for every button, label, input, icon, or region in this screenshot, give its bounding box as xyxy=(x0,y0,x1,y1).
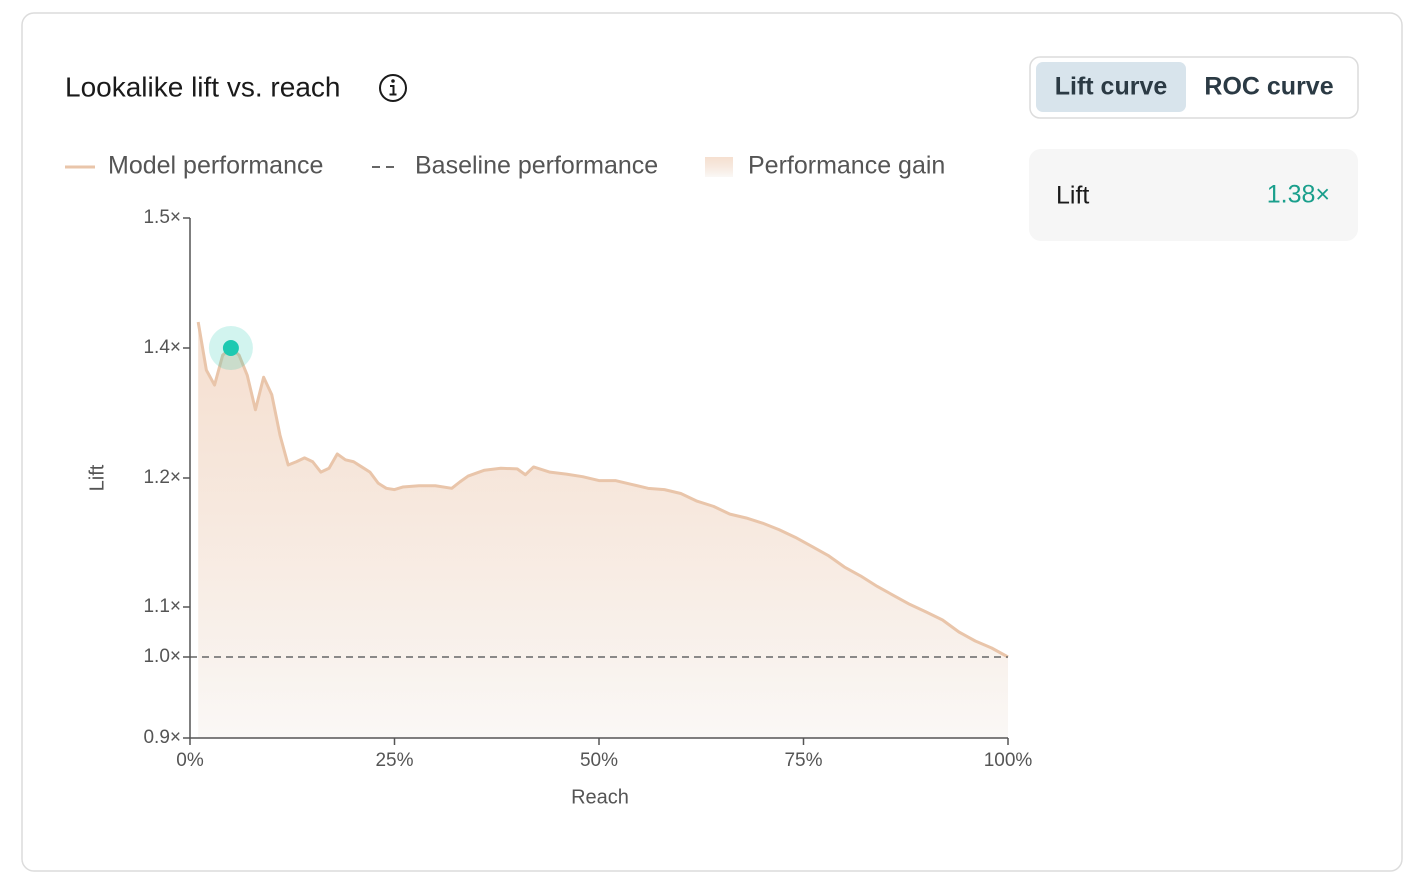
x-tick-label: 25% xyxy=(375,750,413,771)
y-tick-label: 1.5× xyxy=(143,207,181,228)
stat-value: 1.38× xyxy=(1267,181,1330,209)
legend-label: Performance gain xyxy=(748,152,945,180)
y-tick-label: 1.1× xyxy=(143,596,181,617)
y-axis-title: Lift xyxy=(86,464,108,491)
legend-label: Baseline performance xyxy=(415,152,658,180)
x-tick-label: 0% xyxy=(176,750,204,771)
y-tick-label: 1.0× xyxy=(143,646,181,667)
performance-gain-area xyxy=(198,322,1008,738)
legend-label: Model performance xyxy=(108,152,323,180)
stat-label: Lift xyxy=(1056,182,1089,210)
legend-swatch xyxy=(705,157,733,177)
y-tick-label: 0.9× xyxy=(143,727,181,748)
y-tick-label: 1.4× xyxy=(143,337,181,358)
highlight-point xyxy=(222,340,239,356)
tab-active-bg xyxy=(1036,62,1186,112)
stat-box xyxy=(1029,149,1358,241)
tab[interactable]: ROC curve xyxy=(1204,73,1333,101)
x-tick-label: 50% xyxy=(580,750,618,771)
y-tick-label: 1.2× xyxy=(143,467,181,488)
info-icon[interactable] xyxy=(379,74,407,102)
tab[interactable]: Lift curve xyxy=(1055,73,1168,101)
x-tick-label: 100% xyxy=(984,750,1033,771)
model-line xyxy=(196,321,1009,659)
x-axis-title: Reach xyxy=(571,786,629,808)
x-tick-label: 75% xyxy=(784,750,822,771)
card-title: Lookalike lift vs. reach xyxy=(65,71,340,102)
